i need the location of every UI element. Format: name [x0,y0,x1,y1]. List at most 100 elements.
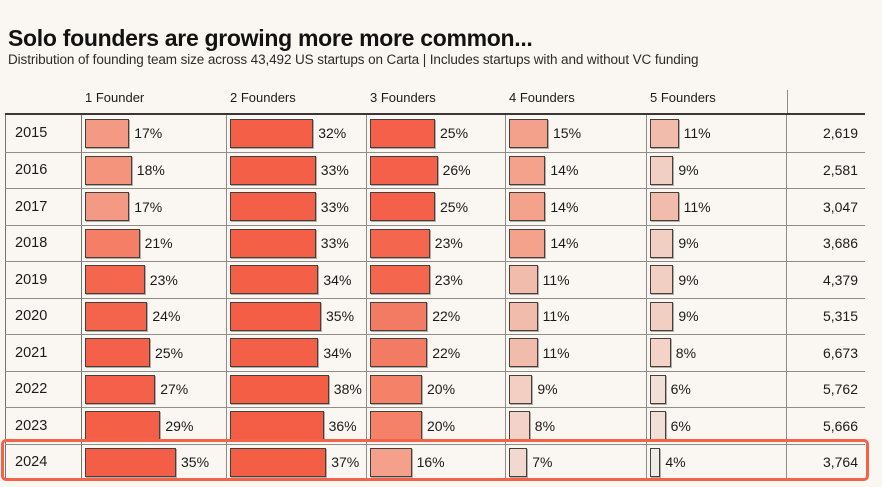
value-cell: 11% [506,335,647,371]
percentage-label: 20% [427,417,456,434]
percentage-label: 14% [550,235,579,252]
value-cell: 34% [227,262,367,298]
table-row: 2018 21% 33% 23% 14% 9% 3,686 [5,224,865,261]
percentage-label: 23% [149,271,178,288]
percentage-label: 20% [427,381,456,398]
percentage-label: 9% [537,381,558,398]
table-row: 2022 27% 38% 20% 9% 6% 5,762 [5,370,865,407]
page-subtitle: Distribution of founding team size acros… [8,52,699,67]
percentage-bar [370,301,428,331]
percentage-label: 34% [323,344,352,361]
percentage-bar [85,228,140,258]
percentage-bar [85,374,156,404]
value-cell: 11% [506,298,647,334]
percentage-label: 26% [442,162,471,179]
row-total: 5,762 [822,381,858,398]
percentage-bar [85,411,161,441]
value-cell: 25% [82,335,227,371]
percentage-bar [230,192,316,222]
header-spacer [5,90,82,113]
percentage-bar [370,228,430,258]
percentage-bar [650,265,674,295]
percentage-bar [509,447,528,477]
value-cell: 27% [82,371,227,407]
value-cell: 14% [506,189,647,225]
value-cell: 16% [367,444,506,480]
value-cell: 32% [227,115,367,152]
percentage-bar [370,155,438,185]
value-cell: 21% [82,225,227,261]
table-row: 2024 35% 37% 16% 7% 4% 3,764 [5,443,865,480]
percentage-bar [370,411,422,441]
value-cell: 9% [647,298,787,334]
percentage-label: 11% [683,125,711,142]
percentage-label: 17% [134,125,163,142]
percentage-label: 23% [434,235,463,252]
value-cell: 36% [227,408,367,444]
percentage-label: 14% [550,162,579,179]
value-cell: 6% [647,371,787,407]
year-label: 2019 [5,262,82,298]
percentage-bar [509,374,533,404]
percentage-label: 9% [678,235,699,252]
table-row: 2017 17% 33% 25% 14% 11% 3,047 [5,188,865,225]
table-row: 2019 23% 34% 23% 11% 9% 4,379 [5,261,865,298]
percentage-label: 32% [318,125,347,142]
percentage-label: 9% [678,271,699,288]
value-cell: 11% [647,115,787,152]
percentage-label: 37% [331,454,360,471]
percentage-label: 17% [134,198,163,215]
percentage-label: 36% [328,417,357,434]
row-total: 3,686 [822,235,858,252]
percentage-bar [650,411,666,441]
value-cell: 9% [647,152,787,188]
percentage-bar [650,301,674,331]
value-cell: 26% [367,152,506,188]
percentage-label: 33% [320,162,349,179]
year-label: 2018 [5,225,82,261]
year-label: 2024 [5,444,82,480]
percentage-bar [509,265,538,295]
column-header-2-founders: 2 Founders [230,90,296,105]
value-cell: 23% [82,262,227,298]
founders-table: 1 Founder 2 Founders 3 Founders 4 Founders 5… [1,90,869,481]
percentage-label: 11% [683,198,711,215]
value-cell: 22% [367,335,506,371]
value-cell: 37% [227,444,367,480]
percentage-bar [370,118,435,148]
value-cell: 9% [647,225,787,261]
percentage-bar [650,447,661,477]
value-cell: 8% [506,408,647,444]
percentage-label: 21% [144,235,173,252]
percentage-label: 25% [155,344,184,361]
percentage-bar [650,374,666,404]
percentage-label: 7% [532,454,553,471]
percentage-bar [230,265,319,295]
table-row: 2020 24% 35% 22% 11% 9% 5,315 [5,297,865,334]
percentage-label: 27% [160,381,189,398]
table-header-row: 1 Founder 2 Founders 3 Founders 4 Founders 5… [5,90,865,113]
percentage-bar [85,447,176,477]
percentage-label: 35% [181,454,210,471]
percentage-bar [85,155,132,185]
row-total: 5,666 [822,417,858,434]
value-cell: 7% [506,444,647,480]
row-total: 6,673 [822,344,858,361]
value-cell: 9% [506,371,647,407]
percentage-bar [509,301,538,331]
percentage-bar [85,338,150,368]
percentage-label: 16% [416,454,445,471]
percentage-label: 4% [665,454,686,471]
percentage-bar [230,301,321,331]
value-cell: 14% [506,225,647,261]
percentage-label: 33% [320,198,349,215]
value-cell: 17% [82,189,227,225]
year-label: 2022 [5,371,82,407]
value-cell: 24% [82,298,227,334]
table-row: 2016 18% 33% 26% 14% 9% 2,581 [5,151,865,188]
percentage-label: 11% [542,308,570,325]
percentage-label: 8% [675,344,697,361]
column-header-4-founders: 4 Founders [509,90,575,105]
year-label: 2021 [5,335,82,371]
